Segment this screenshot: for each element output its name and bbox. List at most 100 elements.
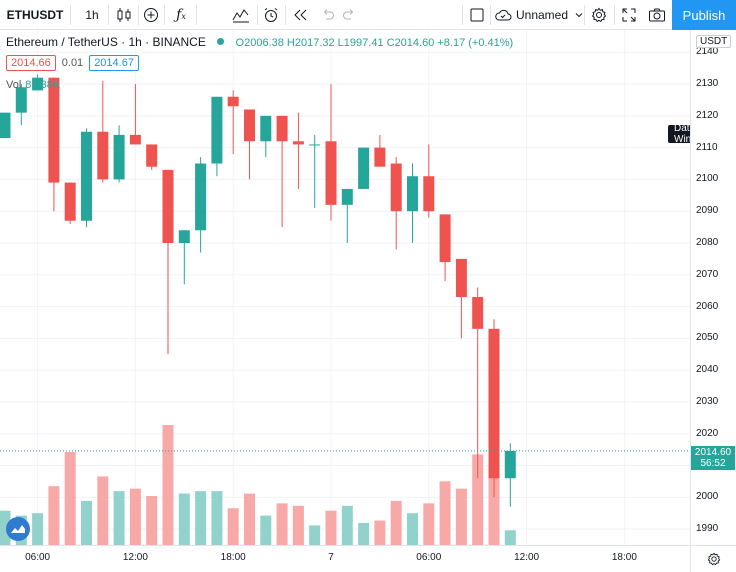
volume-legend: Vol 8.038K	[6, 79, 60, 91]
redo-button[interactable]	[339, 0, 359, 30]
price-tick-label: 2130	[696, 78, 719, 90]
volume-bar	[423, 503, 435, 545]
axis-settings-button[interactable]	[690, 545, 736, 572]
volume-bar	[129, 488, 141, 545]
volume-bar	[64, 451, 76, 545]
cloud-icon	[495, 9, 512, 21]
volume-bar	[455, 488, 467, 545]
toolbar-divider	[108, 5, 109, 25]
time-axis[interactable]: 06:00 12:00 18:00 7 06:00 12:00 18:00	[0, 545, 690, 572]
chevron-down-icon	[575, 13, 583, 18]
snapshot-button[interactable]	[646, 0, 668, 30]
financials-button[interactable]	[229, 0, 253, 30]
candle-body	[260, 115, 272, 142]
time-tick-label: 18:00	[220, 552, 246, 563]
logo-icon	[11, 525, 25, 533]
toolbar-divider	[196, 5, 197, 25]
toolbar-divider	[257, 5, 258, 25]
candle-body	[325, 141, 337, 205]
volume-bar	[48, 486, 60, 545]
price-tick-label: 1990	[696, 523, 719, 535]
candle-body	[407, 176, 418, 212]
symbol-title: Ethereum / TetherUS · 1h · BINANCE	[6, 35, 206, 49]
candle-body	[64, 182, 76, 221]
undo-button[interactable]	[318, 0, 338, 30]
publish-button[interactable]: Publish	[672, 0, 736, 30]
ask-price[interactable]: 2014.67	[89, 55, 139, 71]
volume-bar	[292, 505, 304, 545]
volume-bar	[227, 508, 239, 545]
candle-body	[472, 297, 484, 329]
candle-body	[0, 112, 11, 139]
indicators-button[interactable]: ƒx	[170, 0, 192, 30]
layout-menu-button[interactable]: Unnamed	[494, 0, 584, 30]
gear-icon	[591, 7, 607, 23]
price-tick-label: 2000	[696, 491, 719, 503]
plus-circle-icon	[144, 8, 158, 22]
chart-style-button[interactable]	[112, 0, 136, 30]
candle-countdown: 56:52	[700, 458, 726, 469]
expand-icon	[622, 8, 636, 22]
time-tick-label: 7	[328, 552, 334, 563]
ohlc-values: O2006.38 H2017.32 L1997.41 C2014.60 +8.1…	[235, 37, 514, 49]
volume-bar	[146, 496, 158, 545]
bid-price[interactable]: 2014.66	[6, 55, 56, 71]
candle-body	[97, 131, 109, 180]
volume-bar	[341, 505, 353, 545]
time-tick-label: 06:00	[25, 552, 51, 563]
volume-bar	[309, 525, 321, 545]
volume-bar	[358, 522, 370, 545]
chart-pane[interactable]	[0, 30, 690, 545]
interval-button[interactable]: 1h	[85, 8, 99, 22]
replay-button[interactable]	[288, 0, 312, 30]
candle-body	[195, 163, 207, 231]
candle-body	[488, 328, 500, 479]
toolbar-divider	[614, 5, 615, 25]
camera-icon	[649, 8, 665, 22]
volume-bar	[0, 510, 11, 545]
layout-name: Unnamed	[515, 8, 569, 22]
candle-body	[227, 96, 239, 107]
volume-bar	[472, 454, 484, 545]
fullscreen-button[interactable]	[618, 0, 640, 30]
fullscreen-toggle-button[interactable]	[466, 0, 488, 30]
time-tick-label: 12:00	[514, 552, 540, 563]
candle-body	[423, 176, 435, 212]
price-chart[interactable]	[0, 30, 690, 545]
settings-button[interactable]	[588, 0, 610, 30]
alarm-clock-icon	[264, 8, 278, 22]
bid-ask-row: 2014.66 0.01 2014.67	[6, 55, 139, 71]
candles-icon	[117, 8, 131, 22]
currency-label[interactable]: USDT	[696, 35, 732, 48]
volume-bar	[162, 425, 174, 545]
symbol-search-button[interactable]: ETHUSDT	[6, 8, 64, 22]
candle-body	[244, 109, 255, 142]
volume-bar	[260, 515, 272, 545]
volume-bar	[195, 491, 207, 545]
candle-body	[162, 169, 174, 243]
time-tick-label: 12:00	[122, 552, 148, 563]
volume-bar	[504, 530, 516, 545]
candle-body	[211, 96, 223, 164]
volume-bar	[32, 513, 44, 545]
candle-body	[32, 77, 44, 91]
compare-button[interactable]	[140, 0, 162, 30]
visibility-dot[interactable]	[217, 38, 225, 45]
volume-bar	[325, 510, 337, 545]
volume-bar	[488, 456, 500, 545]
alert-button[interactable]	[259, 0, 283, 30]
time-tick-label: 18:00	[611, 552, 637, 563]
volume-bar	[81, 500, 92, 545]
volume-value: 8.038K	[25, 79, 61, 91]
candle-body	[129, 134, 141, 145]
volume-label: Vol	[6, 79, 22, 91]
candle-body	[81, 131, 92, 221]
candle-body	[341, 188, 353, 205]
chart-line-icon	[232, 9, 249, 23]
price-tick-label: 2070	[696, 268, 719, 280]
tradingview-logo[interactable]	[6, 517, 30, 541]
toolbar-divider	[462, 5, 463, 25]
price-tick-label: 2100	[696, 173, 719, 185]
price-tick-label: 2020	[696, 427, 719, 439]
gear-icon	[707, 552, 720, 566]
